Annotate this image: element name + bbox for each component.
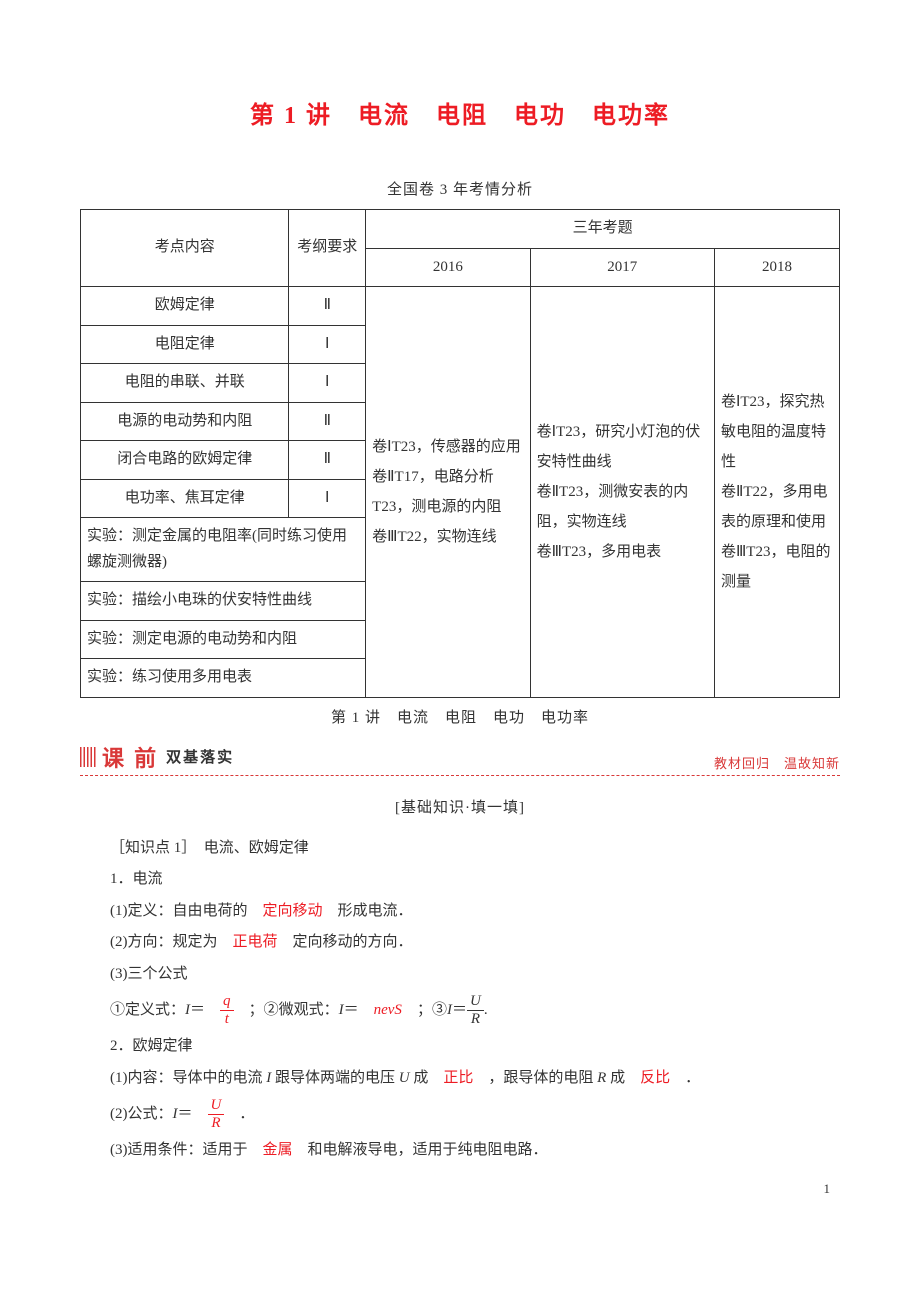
y2016-cell: 卷ⅠT23，传感器的应用卷ⅡT17，电路分析T23，测电源的内阻卷ⅢT22，实物… xyxy=(366,287,531,698)
fraction-UR: U R xyxy=(208,1098,225,1131)
text: ． xyxy=(224,1099,254,1131)
req-cell: Ⅱ xyxy=(289,441,366,480)
equals: ＝ xyxy=(344,995,359,1027)
table-header-row: 考点内容 考纲要求 三年考题 xyxy=(81,210,840,249)
p1-3: (3)三个公式 xyxy=(80,959,840,991)
banner-stripes-icon xyxy=(80,747,96,767)
p1-1: (1)定义：自由电荷的 定向移动 形成电流． xyxy=(80,896,840,928)
topic-cell: 电功率、焦耳定律 xyxy=(81,479,289,518)
banner-subtitle: 双基落实 xyxy=(166,746,234,768)
text: 定向移动的方向． xyxy=(278,934,413,950)
formula-row: ①定义式： I ＝ q t ；②微观式： I ＝ nevS ；③ I ＝ U R… xyxy=(80,994,840,1027)
y2018-cell: 卷ⅠT23，探究热敏电阻的温度特性卷ⅡT22，多用电表的原理和使用卷ⅢT23，电… xyxy=(714,287,839,698)
denominator: R xyxy=(208,1115,225,1131)
req-cell: Ⅱ xyxy=(289,402,366,441)
col-req: 考纲要求 xyxy=(289,210,366,287)
text: (2)公式： xyxy=(110,1099,173,1131)
var-R: R xyxy=(597,1070,606,1086)
text: 形成电流． xyxy=(323,903,413,919)
p1-2: (2)方向：规定为 正电荷 定向移动的方向． xyxy=(80,927,840,959)
col-2016: 2016 xyxy=(366,248,531,287)
text: (1)内容：导体中的电流 xyxy=(110,1070,266,1086)
fill-blank: 定向移动 xyxy=(263,903,323,919)
equals: ＝ xyxy=(190,995,205,1027)
exp-cell: 实验：测定电源的电动势和内阻 xyxy=(81,620,366,659)
section-label: [基础知识·填一填] xyxy=(80,796,840,817)
text: . xyxy=(484,995,488,1027)
equals: ＝ xyxy=(452,995,467,1027)
p2-2: (2)公式： I ＝ U R ． xyxy=(80,1098,840,1131)
page-number: 1 xyxy=(824,1181,831,1197)
col-2017: 2017 xyxy=(530,248,714,287)
text: ． xyxy=(670,1070,700,1086)
topic-cell: 闭合电路的欧姆定律 xyxy=(81,441,289,480)
content-body: ［知识点 1］ 电流、欧姆定律 1．电流 (1)定义：自由电荷的 定向移动 形成… xyxy=(80,833,840,1167)
banner-left: 课 前 双基落实 xyxy=(80,741,234,773)
fill-nevs: nevS xyxy=(374,995,402,1027)
exp-cell: 实验：测定金属的电阻率(同时练习使用螺旋测微器) xyxy=(81,518,366,582)
fill-blank: 正比 xyxy=(443,1070,473,1086)
numerator: U xyxy=(467,994,484,1011)
table-caption: 全国卷 3 年考情分析 xyxy=(80,178,840,199)
numerator: U xyxy=(208,1098,225,1115)
fill-blank: 正电荷 xyxy=(233,934,278,950)
y2017-cell: 卷ⅠT23，研究小灯泡的伏安特性曲线卷ⅡT23，测微安表的内阻，实物连线卷ⅢT2… xyxy=(530,287,714,698)
topic-cell: 电阻定律 xyxy=(81,325,289,364)
fill-blank: 金属 xyxy=(263,1142,293,1158)
exp-cell: 实验：练习使用多用电表 xyxy=(81,659,366,698)
section-banner: 课 前 双基落实 教材回归 温故知新 xyxy=(80,741,840,776)
text: 和电解液导电，适用于纯电阻电路． xyxy=(293,1142,548,1158)
topic-cell: 电源的电动势和内阻 xyxy=(81,402,289,441)
col-years: 三年考题 xyxy=(366,210,840,249)
text: 成 xyxy=(410,1070,444,1086)
text: ，跟导体的电阻 xyxy=(473,1070,597,1086)
topic-cell: 电阻的串联、并联 xyxy=(81,364,289,403)
p2-1: (1)内容：导体中的电流 I 跟导体两端的电压 U 成 正比 ，跟导体的电阻 R… xyxy=(80,1063,840,1095)
text: (2)方向：规定为 xyxy=(110,934,233,950)
req-cell: Ⅱ xyxy=(289,287,366,326)
text: ；②微观式： xyxy=(249,995,339,1027)
fraction-UR: U R xyxy=(467,994,484,1027)
denominator: t xyxy=(220,1011,234,1027)
banner-title: 课 前 xyxy=(102,741,158,773)
text: 成 xyxy=(606,1070,640,1086)
text: (3)适用条件：适用于 xyxy=(110,1142,263,1158)
exp-cell: 实验：描绘小电珠的伏安特性曲线 xyxy=(81,582,366,621)
p2-title: 2．欧姆定律 xyxy=(80,1031,840,1063)
after-table-caption: 第 1 讲 电流 电阻 电功 电功率 xyxy=(80,706,840,727)
p1-title: 1．电流 xyxy=(80,864,840,896)
fill-blank: 反比 xyxy=(640,1070,670,1086)
var-U: U xyxy=(399,1070,410,1086)
req-cell: Ⅰ xyxy=(289,364,366,403)
col-2018: 2018 xyxy=(714,248,839,287)
req-cell: Ⅰ xyxy=(289,479,366,518)
page-title: 第 1 讲 电流 电阻 电功 电功率 xyxy=(80,95,840,130)
table-row: 欧姆定律 Ⅱ 卷ⅠT23，传感器的应用卷ⅡT17，电路分析T23，测电源的内阻卷… xyxy=(81,287,840,326)
fraction-qt: q t xyxy=(220,994,234,1027)
kp1-title: ［知识点 1］ 电流、欧姆定律 xyxy=(80,833,840,865)
topic-cell: 欧姆定律 xyxy=(81,287,289,326)
text: ；③ xyxy=(417,995,447,1027)
numerator: q xyxy=(220,994,234,1011)
text: (1)定义：自由电荷的 xyxy=(110,903,263,919)
banner-right: 教材回归 温故知新 xyxy=(714,753,840,773)
text: 跟导体两端的电压 xyxy=(271,1070,399,1086)
col-topic: 考点内容 xyxy=(81,210,289,287)
p2-3: (3)适用条件：适用于 金属 和电解液导电，适用于纯电阻电路． xyxy=(80,1135,840,1167)
text: ①定义式： xyxy=(110,995,185,1027)
req-cell: Ⅰ xyxy=(289,325,366,364)
denominator: R xyxy=(467,1011,484,1027)
equals: ＝ xyxy=(178,1099,193,1131)
exam-analysis-table: 考点内容 考纲要求 三年考题 2016 2017 2018 欧姆定律 Ⅱ 卷ⅠT… xyxy=(80,209,840,698)
